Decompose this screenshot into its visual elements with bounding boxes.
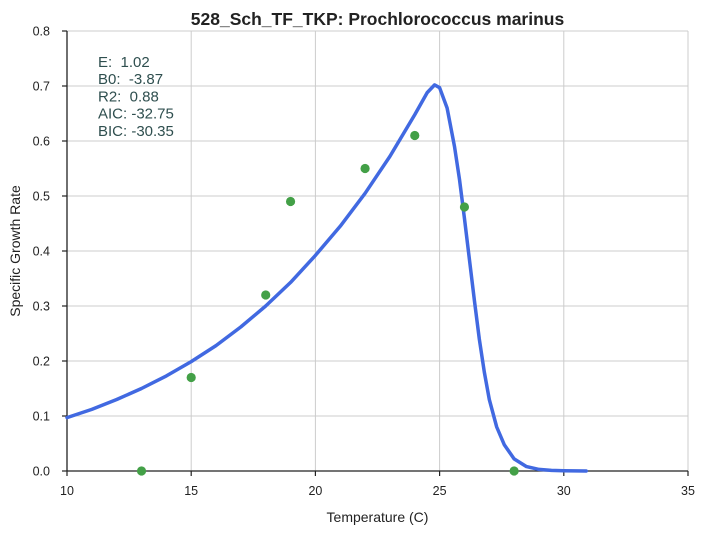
ticks: 10 15 20 25 30 35 0.0 0.1 0.2 0.3 0.4 0.5 0.6 0.7 0.8 [33, 25, 695, 499]
fit-curve-line [65, 83, 588, 473]
fit-stat-label: E: 1.02 [98, 54, 150, 71]
x-tick-label: 35 [681, 484, 695, 498]
y-tick-label: 0.4 [33, 245, 50, 259]
data-point [360, 163, 370, 174]
data-point [509, 466, 519, 476]
x-tick-label: 25 [433, 484, 447, 498]
x-tick-label: 10 [60, 484, 74, 498]
y-tick-label: 0.3 [33, 300, 50, 314]
y-tick-label: 0.7 [33, 80, 50, 94]
data-point [459, 202, 470, 212]
y-tick-label: 0.0 [33, 465, 50, 479]
chart-title: 528_Sch_TF_TKP: Prochlorococcus marinus [191, 9, 565, 29]
data-point [186, 372, 196, 383]
y-tick-label: 0.5 [33, 190, 50, 204]
y-axis-label: Specific Growth Rate [7, 185, 23, 317]
data-point [410, 130, 420, 141]
y-tick-label: 0.1 [33, 410, 50, 424]
x-tick-label: 30 [557, 484, 571, 498]
data-points [136, 130, 519, 476]
x-axis-label: Temperature (C) [327, 509, 429, 525]
data-point [136, 466, 147, 476]
fit-stat-label: AIC: -32.75 [98, 106, 174, 123]
x-tick-label: 15 [184, 484, 198, 498]
data-point [285, 196, 296, 207]
data-point [261, 290, 271, 300]
fit-stat-label: R2: 0.88 [98, 88, 159, 105]
fit-stat-label: BIC: -30.35 [98, 123, 174, 140]
y-tick-label: 0.2 [33, 355, 50, 369]
fit-curve-group [65, 83, 588, 473]
fit-stat-label: B0: -3.87 [98, 71, 163, 88]
grid [67, 30, 689, 471]
y-tick-label: 0.8 [33, 25, 50, 39]
y-tick-label: 0.6 [33, 135, 50, 149]
x-tick-label: 20 [308, 484, 322, 498]
